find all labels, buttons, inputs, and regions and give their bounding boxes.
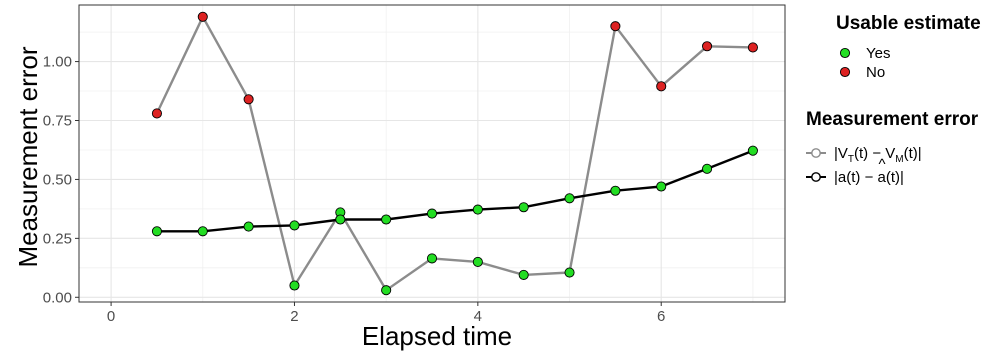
data-point-vt_vm [243,94,254,105]
y-tick-label: 0.75 [43,113,72,130]
y-tick-label: 0.25 [43,230,72,247]
data-point-a_ahat [381,214,392,225]
legend-hat-mark: ^ [878,156,885,173]
x-tick-label: 0 [107,308,115,325]
legend-usable-title: Usable estimate [836,13,981,34]
series-line-vt_vm [155,15,753,292]
data-point-a_ahat [656,181,667,192]
data-point-a_ahat [289,220,300,231]
x-tick-label: 2 [290,308,298,325]
data-point-a_ahat [472,204,483,215]
x-tick-label: 6 [657,308,665,325]
data-point-a_ahat [243,221,254,232]
data-point-a_ahat [151,226,162,237]
data-point-a_ahat [747,145,758,156]
grid-layer [79,5,785,302]
legend-error-title: Measurement error [806,109,979,130]
legend-label-vt_vm: |VT(t) − VM(t)| [834,145,922,165]
legend-label-a_ahat: |a(t) − a(t)| [834,169,904,186]
data-point-vt_vm [656,81,667,92]
data-point-vt_vm [518,269,529,280]
data-point-vt_vm [702,41,713,52]
legend-key-no [839,66,851,78]
data-point-vt_vm [610,21,621,32]
data-point-a_ahat [335,214,346,225]
data-point-a_ahat [197,226,208,237]
plot-border [78,4,786,303]
data-point-vt_vm [426,253,438,264]
data-point-vt_vm [381,285,392,296]
data-point-vt_vm [197,11,208,22]
y-tick-label: 0.50 [43,171,72,188]
y-tick-label: 1.00 [43,54,72,71]
legend-error-items: |VT(t) − VM(t)| |a(t) − a(t)|^ [806,145,922,186]
data-point-vt_vm [151,108,162,119]
data-point-vt_vm [564,267,575,278]
series-layer [151,11,758,296]
data-point-a_ahat [564,193,575,204]
legend-key-point-a_ahat [811,172,821,182]
y-axis-title: Measurement error [13,46,43,267]
data-point-a_ahat [610,185,621,196]
y-tick-label: 0.00 [43,289,72,306]
legend-label-no: No [866,64,885,81]
data-point-vt_vm [472,256,483,267]
legend-usable-estimate: Usable estimate Yes No [836,13,981,81]
data-point-a_ahat [426,208,438,219]
legend-usable-items: Yes No [839,45,890,81]
legend-key-yes [839,47,851,59]
data-point-vt_vm [289,280,300,291]
data-point-vt_vm [747,42,758,53]
data-point-a_ahat [702,163,713,174]
legend-key-point-vt_vm [811,148,821,158]
x-axis-title: Elapsed time [362,321,512,351]
legend-measurement-error: Measurement error |VT(t) − VM(t)| |a(t) −… [806,109,979,186]
axis-layer: 0.00 0.25 0.50 0.75 1.00 0 2 4 6 [43,54,666,325]
data-point-a_ahat [518,202,529,213]
x-tick-label: 4 [474,308,482,325]
series-line-a_ahat [156,149,754,233]
legend-label-yes: Yes [866,45,890,62]
